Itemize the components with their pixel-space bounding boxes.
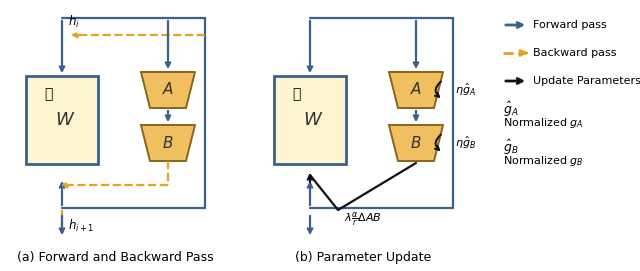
Text: $h_{i+1}$: $h_{i+1}$ [68, 218, 94, 234]
Text: Update Parameters: Update Parameters [533, 76, 640, 86]
Polygon shape [389, 72, 443, 108]
Text: $\eta\hat{g}_B$: $\eta\hat{g}_B$ [455, 135, 476, 151]
Polygon shape [389, 125, 443, 161]
Text: (b) Parameter Update: (b) Parameter Update [295, 251, 431, 264]
Text: $\hat{g}_B$: $\hat{g}_B$ [503, 137, 518, 157]
Polygon shape [141, 125, 195, 161]
Text: $\eta\hat{g}_A$: $\eta\hat{g}_A$ [455, 82, 476, 98]
Text: B: B [411, 136, 421, 150]
Text: $\lambda\frac{\alpha}{r}\Delta AB$: $\lambda\frac{\alpha}{r}\Delta AB$ [344, 211, 382, 229]
Text: 🔥: 🔥 [44, 87, 52, 101]
Text: W: W [55, 111, 73, 129]
Text: 🔥: 🔥 [292, 87, 300, 101]
Polygon shape [141, 72, 195, 108]
Text: W: W [303, 111, 321, 129]
Text: A: A [163, 82, 173, 98]
Bar [274, 76, 346, 164]
Text: Forward pass: Forward pass [533, 20, 607, 30]
Bar [26, 76, 98, 164]
Text: Backward pass: Backward pass [533, 48, 616, 58]
Text: Normalized $g_B$: Normalized $g_B$ [503, 154, 584, 168]
Text: (a) Forward and Backward Pass: (a) Forward and Backward Pass [17, 251, 213, 264]
Text: Normalized $g_A$: Normalized $g_A$ [503, 116, 584, 130]
Text: $\hat{g}_A$: $\hat{g}_A$ [503, 99, 518, 118]
Text: $h_i$: $h_i$ [68, 14, 80, 30]
Text: A: A [411, 82, 421, 98]
Text: B: B [163, 136, 173, 150]
